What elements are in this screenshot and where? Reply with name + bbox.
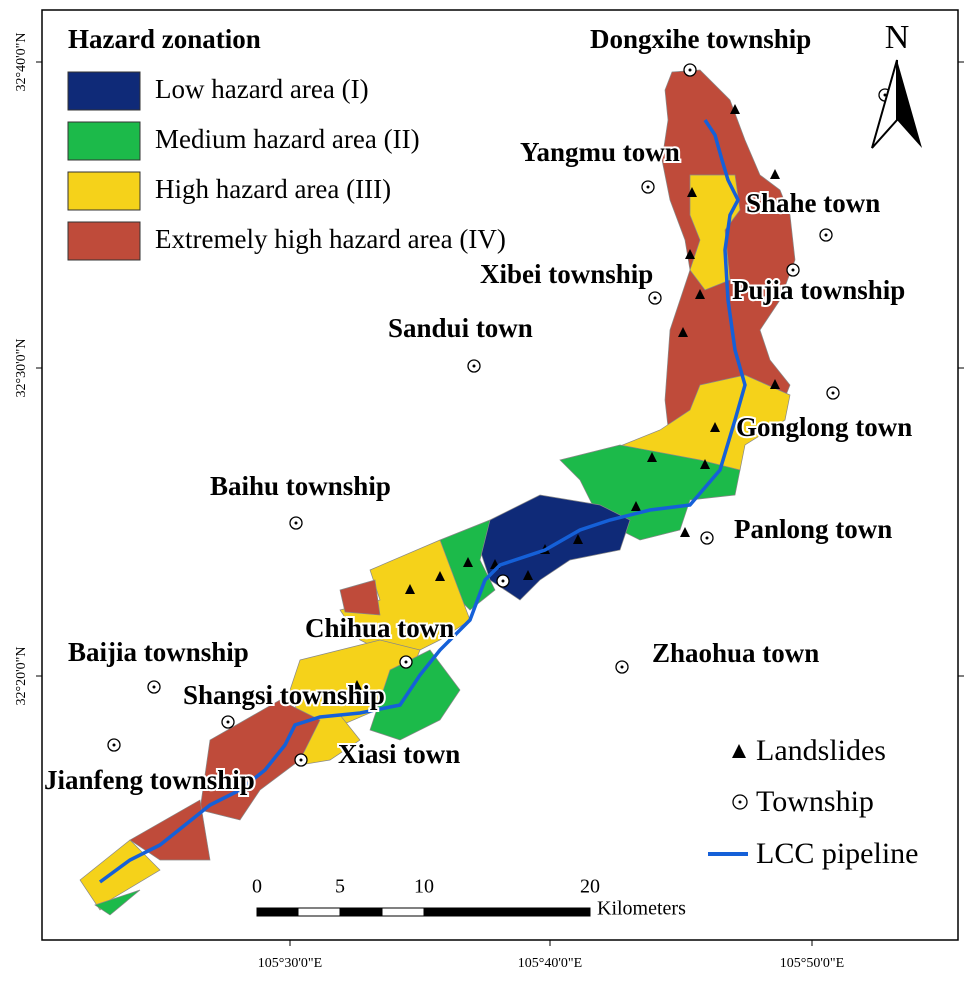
landslide — [770, 169, 780, 179]
legend-landslide — [732, 744, 746, 758]
township-dot — [791, 268, 795, 272]
north-arrow-left — [871, 59, 898, 149]
legend-swatch — [67, 71, 141, 111]
hazard-zone — [129, 799, 211, 861]
landslide — [573, 534, 583, 544]
longitude-label: 105°40'0"E — [518, 956, 582, 971]
township-dot — [226, 720, 230, 724]
hazard-zone — [339, 579, 381, 616]
landslide — [695, 289, 705, 299]
landslide — [523, 570, 533, 580]
town-label: Chihua town — [305, 613, 454, 643]
town-label: Jianfeng township — [44, 765, 255, 795]
hazard-zone — [479, 494, 631, 601]
legend-title: Hazard zonation — [68, 24, 261, 54]
hazard-zone — [689, 174, 741, 291]
zones — [79, 69, 796, 916]
township-dot — [831, 391, 835, 395]
legend-label: Extremely high hazard area (IV) — [155, 224, 506, 254]
landslide — [770, 379, 780, 389]
town-label: Baihu township — [210, 471, 391, 501]
legend-landslides: Landslides — [756, 734, 886, 767]
scale-tick: 10 — [414, 876, 434, 898]
scale-unit: Kilometers — [597, 898, 686, 920]
north-label: N — [885, 19, 910, 56]
landslide — [685, 249, 695, 259]
landslide — [405, 584, 415, 594]
longitude-label: 105°50'0"E — [780, 956, 844, 971]
township-dot — [404, 660, 408, 664]
town-label: Yangmu town — [520, 137, 680, 167]
legend-pipeline-label: LCC pipeline — [756, 837, 918, 870]
legend-label: Medium hazard area (II) — [155, 124, 420, 154]
town-label: Shahe town — [746, 188, 880, 218]
hazard-zone — [94, 889, 141, 916]
town-label: Sandui town — [388, 313, 533, 343]
landslide — [463, 557, 473, 567]
legend-swatch — [67, 221, 141, 261]
north-arrow-right — [897, 60, 922, 148]
landslide — [352, 680, 362, 690]
scale-tick: 5 — [335, 876, 345, 898]
hazard-zone — [199, 699, 321, 821]
latitude-label: 32°30'0"N — [14, 339, 29, 398]
town-label: Shangsi township — [183, 680, 385, 710]
landslide — [678, 327, 688, 337]
scale-segment — [423, 907, 591, 917]
legend-township-dot — [738, 800, 742, 804]
landslide — [631, 501, 641, 511]
town-label: Xiasi town — [338, 739, 460, 769]
township-dot — [824, 233, 828, 237]
town-label: Zhaohua town — [652, 638, 819, 668]
township-dot — [294, 521, 298, 525]
township-dot — [705, 536, 709, 540]
latitude-label: 32°40'0"N — [14, 33, 29, 92]
township-dot — [152, 685, 156, 689]
township-dot — [646, 185, 650, 189]
landslide — [700, 459, 710, 469]
legend-swatch — [67, 121, 141, 161]
landslide — [435, 571, 445, 581]
pipeline — [98, 119, 747, 884]
township-dot — [620, 665, 624, 669]
scale-segment — [381, 907, 425, 917]
township-dot — [472, 364, 476, 368]
overlay: Dongxihe township Yangmu town Shahe town Xi… — [14, 19, 964, 971]
landslide — [680, 527, 690, 537]
township-dot — [501, 579, 505, 583]
legend-swatch — [67, 171, 141, 211]
township-dot — [688, 68, 692, 72]
township-dot — [883, 93, 887, 97]
landslide — [647, 452, 657, 462]
town-label: Panlong town — [734, 514, 892, 544]
scale-segment — [339, 907, 383, 917]
legend-township-label: Township — [756, 785, 874, 818]
landslide — [687, 187, 697, 197]
legend-label: Low hazard area (I) — [155, 74, 369, 104]
scale-segment — [256, 907, 299, 917]
scale-segment — [297, 907, 341, 917]
town-label: Xibei township — [480, 259, 653, 289]
town-label: Gonglong town — [736, 412, 912, 442]
town-label: Baijia township — [68, 637, 249, 667]
township-dot — [112, 743, 116, 747]
scale-tick: 20 — [580, 876, 600, 898]
township-dot — [299, 758, 303, 762]
longitude-label: 105°30'0"E — [258, 956, 322, 971]
map-frame — [41, 9, 959, 941]
scale-tick: 0 — [252, 876, 262, 898]
north-arrow — [871, 59, 922, 149]
landslide — [710, 422, 720, 432]
township-dot — [653, 296, 657, 300]
town-label: Pujia township — [732, 275, 905, 305]
landslide — [730, 104, 740, 114]
town-label: Dongxihe township — [590, 24, 811, 54]
legend-label: High hazard area (III) — [155, 174, 391, 204]
latitude-label: 32°20'0"N — [14, 647, 29, 706]
